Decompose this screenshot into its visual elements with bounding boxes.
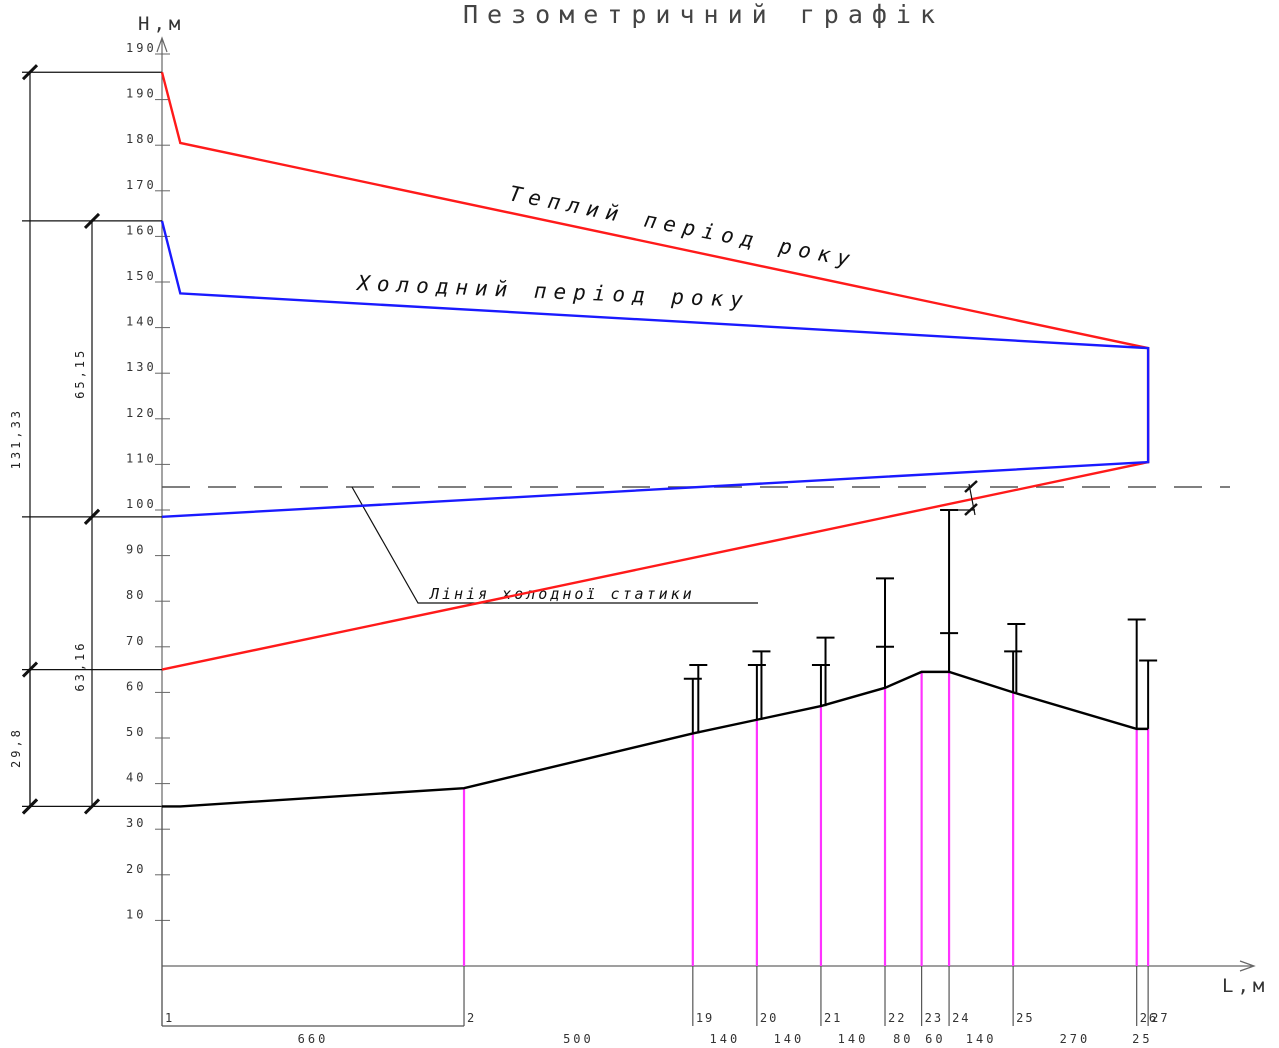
- node-label-27: 27: [1151, 1011, 1169, 1025]
- static-line-label: Лінія холодної статики: [428, 585, 695, 603]
- node-label-19: 19: [696, 1011, 714, 1025]
- segment-length-6: 60: [925, 1032, 945, 1046]
- dimension-label-2: 63,16: [73, 640, 87, 691]
- node-label-1: 1: [165, 1011, 174, 1025]
- y-tick-label-140: 140: [126, 315, 157, 329]
- y-tick-label-150: 150: [126, 269, 157, 283]
- y-axis-arrow: [156, 36, 168, 53]
- height-dimensions: 131,33 65,15 63,16 29,8: [9, 64, 162, 815]
- segment-length-2: 140: [710, 1032, 741, 1046]
- y-tick-label-40: 40: [126, 771, 146, 785]
- y-tick-label-10: 10: [126, 907, 146, 921]
- node-label-23: 23: [925, 1011, 943, 1025]
- dimension-label-0: 131,33: [9, 408, 23, 469]
- segment-length-5: 80: [893, 1032, 913, 1046]
- dimension-label-1: 65,15: [73, 348, 87, 399]
- warm-period-label: Теплий період року: [507, 181, 859, 272]
- y-tick-label-110: 110: [126, 451, 157, 465]
- pressure-curves: [160, 71, 1150, 808]
- dimension-label-3: 29,8: [9, 727, 23, 768]
- segment-length-4: 140: [838, 1032, 869, 1046]
- segment-length-9: 25: [1132, 1032, 1152, 1046]
- y-tick-label-60: 60: [126, 679, 146, 693]
- y-tick-label-100: 100: [126, 497, 157, 511]
- segment-length-1: 500: [563, 1032, 594, 1046]
- building-heights: [683, 509, 1158, 734]
- series-line-0: [160, 71, 1150, 671]
- y-tick-label-190: 190: [126, 41, 157, 55]
- graph-title: Пезометричний графік: [463, 0, 944, 29]
- node-label-22: 22: [888, 1011, 906, 1025]
- y-tick-label-160: 160: [126, 223, 157, 237]
- segment-length-8: 270: [1060, 1032, 1091, 1046]
- x-axis-label: L,м: [1222, 975, 1268, 997]
- y-tick-label-30: 30: [126, 816, 146, 830]
- y-ticks: 10 20 30 40 50 60 70 80 90 100 110 120 130 140 150 160 1…: [126, 41, 170, 921]
- y-tick-label-50: 50: [126, 725, 146, 739]
- node-label-25: 25: [1016, 1011, 1034, 1025]
- y-tick-label-180: 180: [126, 132, 157, 146]
- series-line-1: [160, 220, 1150, 519]
- segment-length-3: 140: [774, 1032, 805, 1046]
- y-tick-label-170: 170: [126, 178, 157, 192]
- branch-lines: [161, 671, 1150, 1027]
- y-tick-label-130: 130: [126, 360, 157, 374]
- segment-length-0: 660: [298, 1032, 329, 1046]
- axes: [156, 36, 1256, 1026]
- x-axis-arrow: [1239, 960, 1256, 972]
- y-tick-label-90: 90: [126, 543, 146, 557]
- y-axis-label: Н,м: [138, 13, 184, 35]
- node-label-21: 21: [824, 1011, 842, 1025]
- y-tick-label-20: 20: [126, 862, 146, 876]
- static-label-leader: [351, 486, 758, 604]
- segment-length-7: 140: [966, 1032, 997, 1046]
- node-label-26: 26: [1140, 1011, 1158, 1025]
- y-tick-label-70: 70: [126, 634, 146, 648]
- node-label-20: 20: [760, 1011, 778, 1025]
- segment-lengths: 660 500 140 140 140 80 60 140 270 25: [298, 1032, 1152, 1046]
- y-tick-label-80: 80: [126, 588, 146, 602]
- static-gap-dimension: [948, 480, 978, 516]
- node-label-2: 2: [467, 1011, 476, 1025]
- y-tick-label-120: 120: [126, 406, 157, 420]
- series-line-3: [162, 670, 1149, 808]
- y-tick-label-190: 190: [126, 87, 157, 101]
- node-label-24: 24: [952, 1011, 970, 1025]
